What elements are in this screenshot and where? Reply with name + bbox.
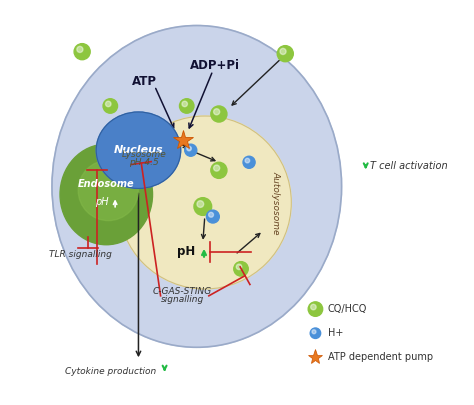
- Circle shape: [180, 99, 194, 113]
- Circle shape: [312, 330, 316, 334]
- Text: Cytokine production: Cytokine production: [64, 367, 156, 376]
- Text: ATP: ATP: [132, 75, 157, 88]
- Circle shape: [310, 328, 321, 339]
- Text: Endosome: Endosome: [78, 179, 135, 190]
- Circle shape: [118, 116, 292, 289]
- Text: C-GAS-STING: C-GAS-STING: [153, 287, 212, 296]
- Ellipse shape: [78, 160, 138, 221]
- Text: Nucleus: Nucleus: [114, 145, 163, 155]
- Circle shape: [194, 198, 212, 215]
- Text: pH: pH: [176, 245, 195, 258]
- Circle shape: [103, 99, 118, 113]
- Circle shape: [182, 101, 187, 107]
- Circle shape: [77, 46, 83, 53]
- Circle shape: [277, 46, 293, 62]
- Circle shape: [211, 106, 227, 122]
- Text: signalling: signalling: [161, 295, 204, 304]
- Text: TLR signalling: TLR signalling: [49, 250, 111, 259]
- Text: CQ/HCQ: CQ/HCQ: [328, 304, 367, 314]
- Text: T cell activation: T cell activation: [370, 161, 447, 171]
- Text: H+: H+: [328, 328, 343, 338]
- Circle shape: [106, 101, 111, 107]
- Circle shape: [234, 262, 248, 276]
- Circle shape: [185, 144, 197, 156]
- Ellipse shape: [52, 26, 342, 347]
- Circle shape: [308, 302, 323, 316]
- Circle shape: [243, 156, 255, 168]
- Text: ATP dependent pump: ATP dependent pump: [328, 352, 433, 362]
- Circle shape: [209, 212, 213, 217]
- Text: ADP+Pi: ADP+Pi: [190, 59, 240, 72]
- Ellipse shape: [60, 144, 153, 245]
- Circle shape: [214, 109, 220, 115]
- Circle shape: [280, 48, 286, 55]
- Text: pH 4.5: pH 4.5: [129, 158, 159, 167]
- Circle shape: [207, 210, 219, 223]
- Text: Lysosome: Lysosome: [121, 150, 166, 159]
- Circle shape: [245, 158, 250, 163]
- Circle shape: [236, 264, 242, 270]
- Circle shape: [214, 165, 220, 171]
- Ellipse shape: [96, 112, 181, 188]
- Text: Autolysosome: Autolysosome: [272, 171, 281, 234]
- Circle shape: [310, 304, 316, 310]
- Text: pH: pH: [95, 197, 109, 207]
- Circle shape: [197, 201, 204, 207]
- Circle shape: [74, 44, 90, 60]
- Circle shape: [211, 162, 227, 178]
- Circle shape: [187, 146, 191, 151]
